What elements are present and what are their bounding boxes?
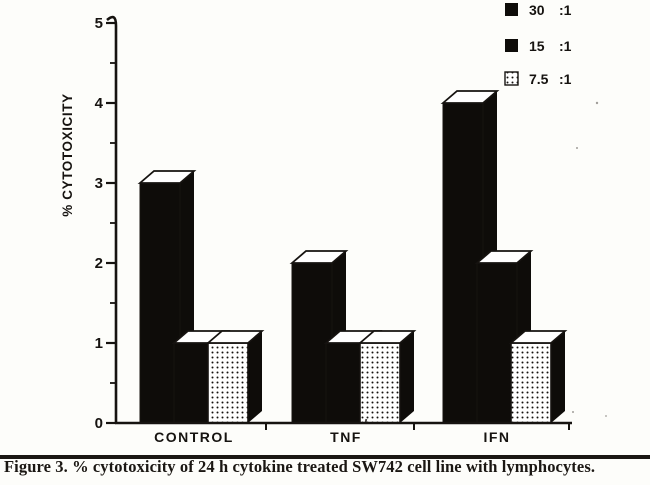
legend-swatch-15: [505, 39, 518, 52]
bar-side-face: [248, 331, 262, 423]
bar-group-tnf: [289, 250, 417, 424]
legend-suffix-label: :1: [559, 71, 572, 87]
y-tick-label: 3: [95, 175, 103, 192]
legend-ratio-label: 15: [529, 38, 545, 54]
bar-top-face: [508, 330, 568, 344]
bar-tnf-7_5: [357, 330, 417, 424]
legend-suffix-label: :1: [559, 38, 572, 54]
category-label-ifn: IFN: [483, 429, 510, 445]
bar-top-face: [440, 90, 500, 104]
bar-top-face: [137, 170, 197, 184]
bar-side-face: [400, 331, 414, 423]
category-label-control: CONTROL: [154, 429, 234, 445]
bar-top-face: [205, 330, 265, 344]
scan-speck: [595, 101, 599, 105]
legend-ratio-label: 7.5: [529, 71, 549, 87]
y-axis-line: [106, 15, 118, 423]
bar-front-face: [139, 182, 181, 424]
bar-top-face: [289, 250, 349, 264]
scan-speck: [576, 147, 578, 149]
bar-control-7_5: [205, 330, 265, 424]
y-tick-label: 0: [95, 415, 103, 432]
bar-front-face: [510, 342, 552, 424]
legend-ratio-label: 30: [529, 2, 545, 18]
y-tick-label: 2: [95, 255, 103, 272]
bar-side-face: [551, 331, 565, 423]
y-tick-label: 1: [95, 335, 103, 352]
category-label-tnf: TNF: [330, 429, 362, 445]
bar-group-control: [137, 170, 265, 424]
scan-speck: [605, 415, 607, 417]
bar-top-face: [474, 250, 534, 264]
legend-suffix-label: :1: [559, 2, 572, 18]
bar-ifn-15: [474, 250, 534, 424]
scan-speck: [364, 418, 368, 425]
y-tick-label: 4: [95, 95, 104, 112]
scan-speck: [572, 411, 574, 413]
bar-group-ifn: [440, 90, 568, 424]
cytotoxicity-bar-chart: 5 4 3 2 1 0 % CYTOTOXICITY CONTROL TNF IFN 30 :1 15:…: [60, 2, 607, 445]
bar-ifn-7_5: [508, 330, 568, 424]
bar-front-face: [359, 342, 401, 424]
y-tick-label: 5: [95, 15, 103, 32]
legend-swatch-30: [505, 3, 518, 16]
y-axis-title: % CYTOTOXICITY: [60, 93, 75, 216]
bar-front-face: [207, 342, 249, 424]
bar-top-face: [357, 330, 417, 344]
caption-divider-rule: [0, 455, 650, 459]
figure-caption: Figure 3. % cytotoxicity of 24 h cytokin…: [4, 457, 596, 476]
legend-swatch-7_5: [504, 71, 519, 86]
